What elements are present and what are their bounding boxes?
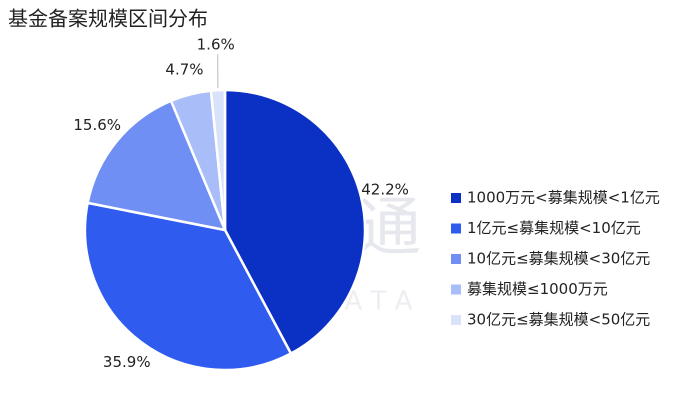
legend-swatch (451, 193, 461, 203)
pie-slice (86, 99, 228, 232)
legend-label: 募集规模≤1000万元 (467, 280, 608, 298)
data-label: 4.7% (165, 61, 203, 79)
legend-swatch (451, 284, 461, 295)
data-label: 35.9% (103, 353, 151, 371)
legend-label: 10亿元≤募集规模<30亿元 (467, 250, 650, 268)
legend-label: 1000万元<募集规模<1亿元 (467, 189, 660, 207)
legend-swatch (451, 223, 461, 234)
legend-swatch (451, 315, 461, 325)
legend-label: 30亿元≤募集规模<50亿元 (467, 311, 650, 329)
legend-swatch (451, 254, 461, 264)
pie-slice (83, 201, 293, 372)
legend-label: 1亿元≤募集规模<10亿元 (467, 219, 641, 237)
chart-title: 基金备案规模区间分布 (8, 7, 208, 31)
data-label: 42.2% (361, 180, 409, 198)
pie-slice (223, 88, 367, 356)
data-label: 15.6% (73, 116, 121, 134)
data-label: 1.6% (197, 36, 235, 54)
pie-slice (209, 88, 227, 231)
